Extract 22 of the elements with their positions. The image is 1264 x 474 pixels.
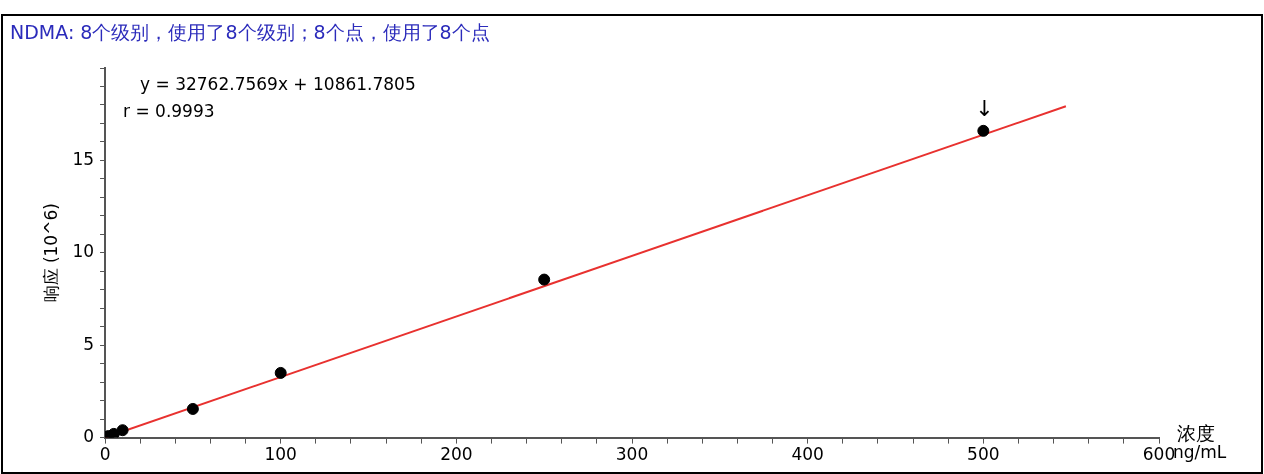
y-tick-label: 10 bbox=[72, 241, 95, 262]
y-tick-label: 5 bbox=[83, 333, 95, 354]
point bbox=[186, 402, 199, 415]
x-axis-title: 浓度 ng/mL bbox=[1173, 421, 1227, 462]
down-arrow-icon: ↓ bbox=[975, 96, 992, 121]
x-tick-label: 0 bbox=[99, 444, 111, 465]
point bbox=[538, 273, 551, 286]
point bbox=[977, 124, 990, 137]
point bbox=[274, 366, 287, 379]
point bbox=[116, 424, 129, 437]
chart-title: NDMA: 8个级别，使用了8个级别；8个点，使用了8个点 bbox=[10, 20, 490, 45]
y-tick-label: 0 bbox=[83, 426, 95, 447]
x-tick-label: 500 bbox=[967, 444, 1000, 465]
x-tick-label: 200 bbox=[440, 444, 473, 465]
annotation: r = 0.9993 bbox=[123, 101, 215, 121]
y-axis-title: 响应 (10^6) bbox=[40, 203, 61, 303]
y-tick-label: 15 bbox=[72, 148, 95, 169]
annotation: y = 32762.7569x + 10861.7805 bbox=[140, 74, 416, 94]
x-tick-label: 400 bbox=[791, 444, 824, 465]
x-tick-label: 300 bbox=[615, 444, 649, 465]
x-tick-label: 100 bbox=[264, 444, 297, 465]
x-tick-label: 600 bbox=[1142, 444, 1176, 465]
